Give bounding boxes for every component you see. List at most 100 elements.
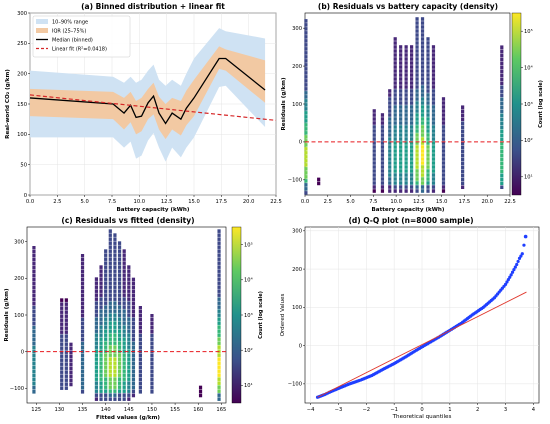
density-cell	[393, 177, 397, 181]
density-cell	[150, 378, 154, 382]
density-cell	[393, 57, 397, 61]
panel-a-ylabel: Real-world CO₂ (g/km)	[5, 69, 11, 139]
density-cell	[127, 369, 131, 373]
density-cell	[108, 241, 112, 245]
density-cell	[113, 333, 117, 337]
density-cell	[388, 177, 392, 181]
panel-b-xtick-label: 2.5	[324, 199, 332, 205]
density-cell	[415, 133, 419, 137]
density-cell	[410, 189, 414, 193]
density-cell	[461, 165, 465, 170]
density-cell	[380, 133, 385, 137]
density-cell	[461, 181, 465, 186]
density-cell	[461, 113, 465, 118]
density-cell	[80, 378, 85, 382]
density-cell	[431, 57, 436, 61]
density-cell	[404, 45, 408, 49]
density-cell	[404, 161, 408, 165]
density-cell	[94, 365, 99, 369]
density-cell	[500, 137, 504, 142]
panel-b-colorbar-ticks: 10¹ 10² 10³ 10⁴ 10⁵	[521, 29, 533, 181]
density-cell	[99, 345, 103, 349]
density-cell	[461, 169, 465, 174]
density-cell	[441, 149, 446, 153]
density-cell	[431, 69, 436, 73]
density-cell	[426, 141, 430, 145]
density-cell	[104, 317, 108, 321]
density-cell	[122, 261, 126, 265]
density-cell	[426, 89, 430, 93]
density-cell	[94, 305, 99, 309]
cbar-tick-label: 10¹	[524, 175, 533, 181]
density-cell	[217, 285, 221, 289]
density-cell	[500, 105, 504, 110]
density-cell	[127, 333, 131, 337]
density-cell	[399, 169, 403, 173]
panel-a-xtick-label: 10.0	[134, 199, 146, 205]
density-cell	[415, 89, 419, 93]
density-cell	[113, 289, 117, 293]
density-cell	[104, 313, 108, 317]
density-cell	[380, 185, 385, 189]
panel-b-ytick-label: −100	[288, 178, 302, 184]
density-cell	[304, 187, 308, 191]
fit-line	[29, 94, 277, 121]
panel-a-xtick-label: 22.5	[270, 199, 282, 205]
panel-d-xtick-label: 3	[504, 407, 507, 413]
density-cell	[64, 386, 68, 390]
density-cell	[426, 117, 430, 121]
density-cell	[94, 377, 99, 381]
density-cell	[420, 173, 425, 177]
density-cell	[32, 330, 36, 334]
density-cell	[131, 285, 136, 290]
density-cell	[150, 354, 154, 358]
density-cell	[217, 341, 221, 345]
density-cell	[420, 133, 425, 137]
density-cell	[122, 285, 126, 289]
density-cell	[304, 59, 308, 63]
density-cell	[415, 25, 419, 29]
density-cell	[104, 353, 108, 357]
density-cell	[117, 273, 122, 277]
density-cell	[117, 349, 122, 353]
density-cell	[150, 374, 154, 378]
legend-label-outer: 10–90% range	[52, 20, 88, 26]
panel-d: (d) Q-Q plot (n=8000 sample) −4 −3 −2 −1 0 1 2…	[280, 216, 540, 420]
density-cell	[441, 109, 446, 113]
density-cell	[380, 161, 385, 165]
density-cell	[64, 346, 68, 350]
density-cell	[217, 385, 221, 389]
density-cell	[99, 321, 103, 325]
density-cell	[388, 109, 392, 113]
density-cell	[32, 262, 36, 266]
density-cell	[117, 369, 122, 373]
panel-b-ylabel: Residuals (g/km)	[281, 77, 287, 130]
density-cell	[104, 297, 108, 301]
density-cell	[104, 369, 108, 373]
density-cell	[127, 265, 131, 269]
density-cell	[393, 65, 397, 69]
density-cell	[113, 341, 117, 345]
density-cell	[122, 253, 126, 257]
density-cell	[500, 49, 504, 54]
density-cell	[415, 177, 419, 181]
density-cell	[399, 49, 403, 53]
density-cell	[304, 19, 308, 23]
density-cell	[32, 298, 36, 302]
density-cell	[500, 161, 504, 166]
density-cell	[138, 314, 142, 318]
density-cell	[60, 342, 64, 346]
legend-swatch-iqr	[36, 28, 48, 33]
density-cell	[415, 109, 419, 113]
density-cell	[122, 393, 126, 397]
qq-point	[519, 254, 523, 258]
density-cell	[404, 65, 408, 69]
density-cell	[372, 169, 376, 173]
density-cell	[127, 269, 131, 273]
density-cell	[131, 381, 136, 386]
density-cell	[380, 165, 385, 169]
density-cell	[104, 361, 108, 365]
qq-point	[513, 265, 517, 269]
density-cell	[426, 49, 430, 53]
density-cell	[431, 129, 436, 133]
